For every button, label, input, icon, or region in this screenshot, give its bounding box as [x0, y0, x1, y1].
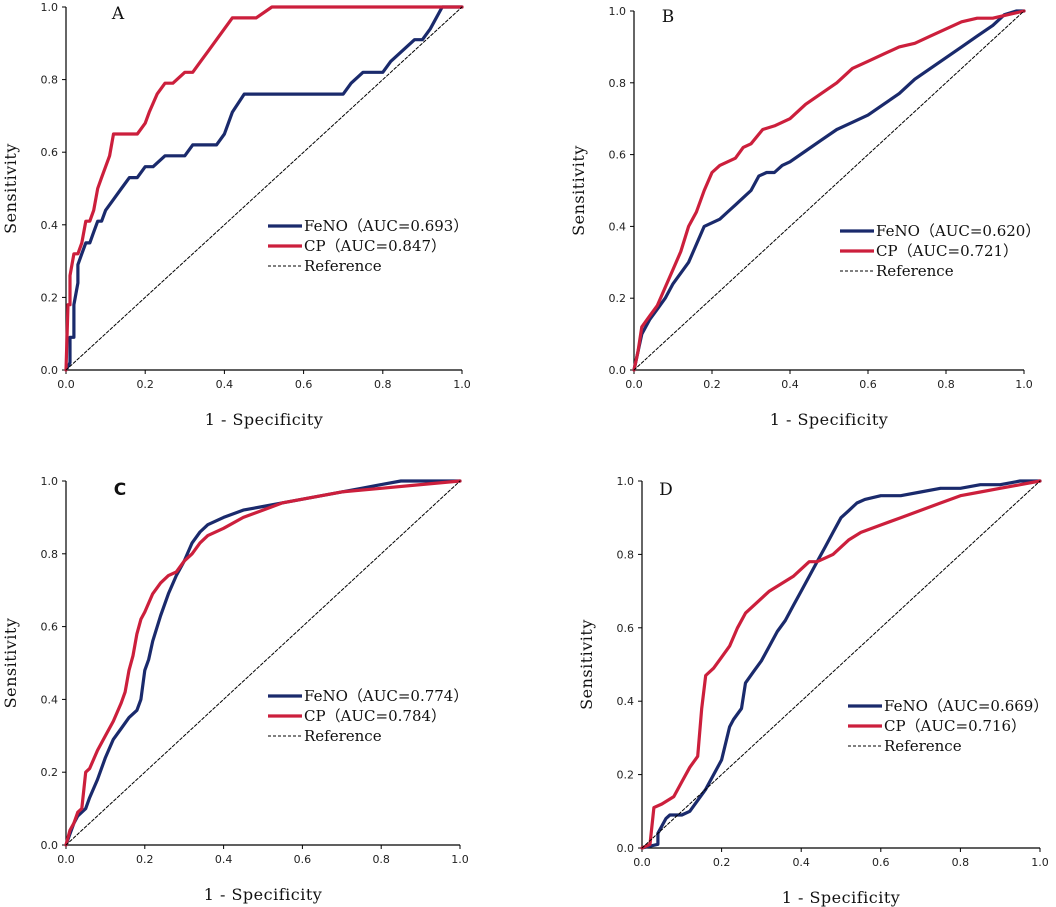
- panel-label: B: [662, 7, 675, 27]
- legend-label-cp: CP（AUC=0.716）: [884, 717, 1026, 735]
- y-axis-label: Sensitivity: [1, 143, 20, 234]
- series-line-feno: [64, 5, 464, 372]
- y-tick-label: 0.6: [617, 622, 635, 635]
- legend-label-cp: CP（AUC=0.721）: [876, 242, 1018, 260]
- panel-label: C: [114, 480, 126, 500]
- x-tick-label: 0.2: [703, 378, 721, 391]
- x-tick-label: 0.6: [872, 856, 890, 869]
- x-axis-label: 1 - Specificity: [205, 410, 324, 429]
- x-tick-label: 1.0: [453, 378, 471, 391]
- x-tick-label: 1.0: [1015, 378, 1033, 391]
- x-tick-label: 0.0: [57, 853, 75, 866]
- panel-a: 0.0 0.2 0.4 0.6 0.8 1.0 0.0 0.2 0.4 0.6 0.8 1.0 1 - …: [1, 1, 471, 429]
- legend-label-feno: FeNO（AUC=0.620）: [876, 222, 1040, 240]
- x-tick-label: 0.4: [216, 378, 234, 391]
- series-line-cp: [640, 479, 1042, 850]
- legend-label-feno: FeNO（AUC=0.774）: [304, 687, 468, 705]
- x-tick-label: 0.6: [295, 378, 313, 391]
- x-tick-label: 0.2: [713, 856, 731, 869]
- y-tick-label: 0.4: [617, 695, 635, 708]
- y-tick-label: 0.0: [41, 839, 59, 852]
- x-tick-label: 0.0: [57, 378, 75, 391]
- panel-label: A: [111, 4, 125, 24]
- x-tick-label: 1.0: [1031, 856, 1049, 869]
- series-line-cp: [64, 479, 462, 847]
- y-tick-label: 0.4: [41, 693, 59, 706]
- y-axis-label: Sensitivity: [569, 145, 588, 236]
- y-tick-label: 0.8: [609, 77, 627, 90]
- x-tick-label: 0.8: [372, 853, 390, 866]
- y-tick-label: 0.0: [41, 364, 59, 377]
- legend-label-cp: CP（AUC=0.784）: [304, 707, 446, 725]
- y-tick-label: 0.6: [609, 149, 627, 162]
- x-tick-label: 0.6: [294, 853, 312, 866]
- legend-label-reference: Reference: [884, 737, 962, 755]
- y-tick-label: 1.0: [617, 475, 635, 488]
- x-tick-label: 0.4: [792, 856, 810, 869]
- series-line-cp: [64, 5, 464, 372]
- x-tick-label: 0.0: [625, 378, 643, 391]
- x-tick-label: 0.4: [215, 853, 233, 866]
- x-tick-label: 0.8: [374, 378, 392, 391]
- series-line-reference: [633, 10, 1025, 371]
- y-tick-label: 0.2: [41, 291, 59, 304]
- x-axis-label: 1 - Specificity: [204, 885, 323, 904]
- series-line-feno: [632, 9, 1026, 372]
- series-line-reference: [641, 480, 1041, 849]
- y-tick-label: 1.0: [609, 5, 627, 18]
- panel-label: D: [659, 480, 673, 500]
- x-tick-label: 0.2: [136, 853, 154, 866]
- panel-d: 0.0 0.2 0.4 0.6 0.8 1.0 0.0 0.2 0.4 0.6 0.8 1.0 1 - …: [577, 475, 1049, 907]
- y-axis-label: Sensitivity: [1, 618, 20, 709]
- y-tick-label: 0.2: [41, 766, 59, 779]
- legend-label-reference: Reference: [304, 257, 382, 275]
- y-tick-label: 0.0: [609, 364, 627, 377]
- x-tick-label: 0.4: [781, 378, 799, 391]
- series-line-reference: [65, 6, 463, 371]
- y-tick-label: 0.8: [41, 548, 59, 561]
- y-tick-label: 0.2: [609, 292, 627, 305]
- y-tick-label: 1.0: [41, 475, 59, 488]
- series-line-feno: [640, 479, 1042, 850]
- legend-label-cp: CP（AUC=0.847）: [304, 237, 446, 255]
- x-tick-label: 0.0: [633, 856, 651, 869]
- y-tick-label: 0.6: [41, 621, 59, 634]
- y-tick-label: 0.2: [617, 769, 635, 782]
- x-axis-label: 1 - Specificity: [782, 888, 901, 907]
- legend-label-reference: Reference: [876, 262, 954, 280]
- legend-label-feno: FeNO（AUC=0.693）: [304, 217, 468, 235]
- x-tick-label: 1.0: [451, 853, 469, 866]
- y-tick-label: 0.0: [617, 842, 635, 855]
- y-tick-label: 0.4: [609, 220, 627, 233]
- y-tick-label: 0.8: [617, 548, 635, 561]
- series-line-reference: [65, 480, 461, 846]
- y-tick-label: 0.4: [41, 219, 59, 232]
- y-tick-label: 1.0: [41, 1, 59, 14]
- x-axis-label: 1 - Specificity: [770, 410, 889, 429]
- panel-b: 0.0 0.2 0.4 0.6 0.8 1.0 0.0 0.2 0.4 0.6 0.8 1.0 1 - …: [569, 5, 1040, 429]
- y-tick-label: 0.8: [41, 74, 59, 87]
- panel-c: 0.0 0.2 0.4 0.6 0.8 1.0 0.0 0.2 0.4 0.6 0.8 1.0 1 - …: [1, 475, 469, 904]
- x-tick-label: 0.6: [859, 378, 877, 391]
- series-line-cp: [632, 9, 1026, 372]
- x-tick-label: 0.2: [136, 378, 154, 391]
- legend-label-feno: FeNO（AUC=0.669）: [884, 697, 1048, 715]
- y-tick-label: 0.6: [41, 146, 59, 159]
- legend-label-reference: Reference: [304, 727, 382, 745]
- y-axis-label: Sensitivity: [577, 619, 596, 710]
- x-tick-label: 0.8: [952, 856, 970, 869]
- x-tick-label: 0.8: [937, 378, 955, 391]
